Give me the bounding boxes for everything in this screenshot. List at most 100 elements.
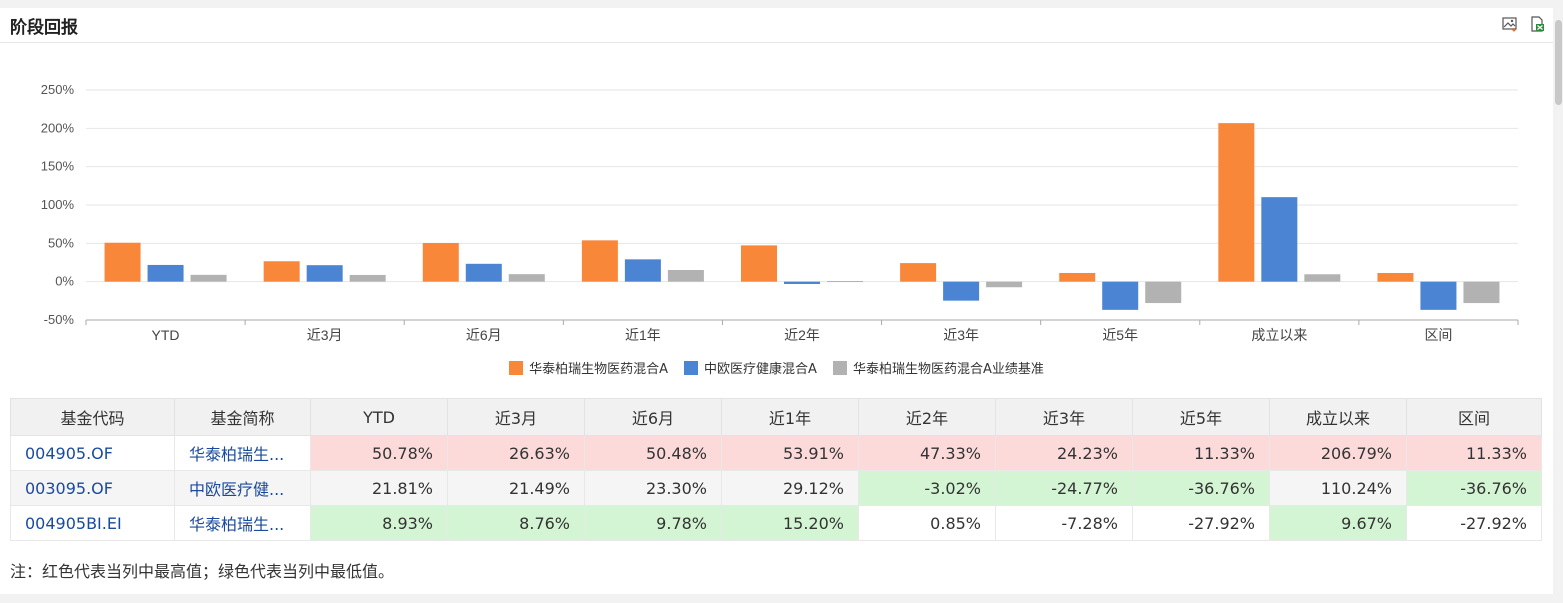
legend-label: 中欧医疗健康混合A (704, 362, 817, 377)
legend-swatch (684, 360, 699, 375)
return-cell: -27.92% (1132, 505, 1270, 541)
x-tick-label: 区间 (1424, 327, 1452, 343)
bar-series-2 (147, 264, 184, 282)
col-header-code[interactable]: 基金代码 (10, 398, 175, 436)
return-cell: -7.28% (995, 505, 1133, 541)
col-header-name[interactable]: 基金简称 (174, 398, 311, 436)
col-header-6m[interactable]: 近6月 (584, 398, 722, 436)
x-tick-label: 近3月 (307, 327, 343, 343)
bar-series-1 (1218, 123, 1255, 282)
x-tick-label: 近6月 (466, 327, 502, 343)
col-header-5y[interactable]: 近5年 (1132, 398, 1270, 436)
bar-series-1 (1059, 272, 1096, 282)
fund-code-link[interactable]: 004905.OF (10, 435, 175, 471)
return-cell: 8.93% (310, 505, 448, 541)
col-header-2y[interactable]: 近2年 (858, 398, 996, 436)
scrollbar[interactable] (1553, 0, 1563, 603)
return-cell: 23.30% (584, 470, 722, 506)
col-header-since-inception[interactable]: 成立以来 (1269, 398, 1407, 436)
bar-series-3 (1304, 274, 1341, 282)
return-cell: -24.77% (995, 470, 1133, 506)
col-header-ytd[interactable]: YTD (310, 398, 448, 436)
panel-header: 阶段回报 (0, 8, 1553, 43)
bar-series-1 (104, 242, 141, 282)
return-cell: 50.78% (310, 435, 448, 471)
fund-name-link[interactable]: 华泰柏瑞生... (174, 505, 311, 541)
legend-label: 华泰柏瑞生物医药混合A业绩基准 (852, 362, 1044, 377)
return-cell: 9.78% (584, 505, 722, 541)
y-tick-label: -50% (44, 312, 75, 327)
col-header-1y[interactable]: 近1年 (721, 398, 859, 436)
return-cell: -36.76% (1132, 470, 1270, 506)
return-cell: 21.49% (447, 470, 585, 506)
return-cell: 53.91% (721, 435, 859, 471)
stage-return-table: 基金代码 基金简称 YTD 近3月 近6月 近1年 近2年 近3年 近5年 成立… (10, 398, 1542, 541)
col-header-3y[interactable]: 近3年 (995, 398, 1133, 436)
legend-swatch (832, 360, 847, 375)
export-excel-icon[interactable] (1529, 16, 1545, 32)
return-cell: -27.92% (1406, 505, 1542, 541)
y-tick-label: 100% (41, 197, 75, 212)
fund-code-link[interactable]: 004905BI.EI (10, 505, 175, 541)
y-tick-label: 0% (55, 274, 74, 289)
legend-item-series-3[interactable]: 华泰柏瑞生物医药混合A业绩基准 (832, 358, 1044, 377)
x-tick-label: 近3年 (943, 327, 979, 343)
table-row: 004905BI.EI 华泰柏瑞生... 8.93% 8.76% 9.78% 15.20%… (10, 505, 1542, 541)
bar-series-2 (306, 265, 343, 282)
bar-series-3 (827, 281, 863, 283)
col-header-range[interactable]: 区间 (1406, 398, 1542, 436)
scrollbar-thumb[interactable] (1555, 20, 1562, 105)
return-cell: 21.81% (310, 470, 448, 506)
legend-item-series-1[interactable]: 华泰柏瑞生物医药混合A (509, 358, 668, 377)
return-cell: 15.20% (721, 505, 859, 541)
return-cell: 11.33% (1406, 435, 1542, 471)
fund-name-link[interactable]: 华泰柏瑞生... (174, 435, 311, 471)
bar-series-2 (943, 281, 980, 301)
bar-series-1 (741, 245, 777, 282)
stage-return-bar-chart: 250% 200% 150% 100% 50% 0% -50% YTD 近3月 近6月 近1年 近2年… (41, 82, 1519, 343)
return-cell: 110.24% (1269, 470, 1407, 506)
bar-series-3 (1463, 281, 1500, 304)
y-tick-label: 250% (41, 82, 75, 97)
return-cell: 47.33% (858, 435, 996, 471)
return-cell: -36.76% (1406, 470, 1542, 506)
return-cell: 11.33% (1132, 435, 1270, 471)
return-cell: -3.02% (858, 470, 996, 506)
y-tick-label: 200% (41, 120, 75, 135)
x-tick-label: 近1年 (625, 327, 661, 343)
return-cell: 29.12% (721, 470, 859, 506)
bar-series-3 (349, 274, 386, 282)
bar-series-1 (1377, 272, 1414, 282)
bar-series-2 (1261, 197, 1298, 282)
fund-code-link[interactable]: 003095.OF (10, 470, 175, 506)
bar-series-2 (624, 259, 661, 282)
table-row: 004905.OF 华泰柏瑞生... 50.78% 26.63% 50.48% 53.91… (10, 435, 1542, 471)
download-image-icon[interactable] (1502, 16, 1518, 32)
stage-return-panel: 阶段回报 250% 200% 150% 100% 50% 0% -50% YTD 近3月 近6月近… (0, 8, 1553, 594)
bar-series-1 (263, 261, 300, 282)
return-cell: 0.85% (858, 505, 996, 541)
table-header-row: 基金代码 基金简称 YTD 近3月 近6月 近1年 近2年 近3年 近5年 成立… (10, 398, 1542, 436)
table-note: 注：红色代表当列中最高值；绿色代表当列中最低值。 (10, 562, 395, 581)
chart-legend: 华泰柏瑞生物医药混合A 中欧医疗健康混合A 华泰柏瑞生物医药混合A业绩基准 (0, 358, 1553, 377)
return-cell: 206.79% (1269, 435, 1407, 471)
y-tick-label: 50% (48, 235, 74, 250)
return-cell: 9.67% (1269, 505, 1407, 541)
return-cell: 50.48% (584, 435, 722, 471)
bar-series-3 (667, 270, 704, 282)
bar-series-2 (1102, 281, 1139, 310)
legend-item-series-2[interactable]: 中欧医疗健康混合A (684, 358, 817, 377)
bar-series-2 (784, 281, 820, 284)
bar-series-1 (900, 263, 937, 282)
x-tick-label: 近5年 (1102, 327, 1138, 343)
col-header-3m[interactable]: 近3月 (447, 398, 585, 436)
legend-swatch (509, 360, 524, 375)
x-tick-label: YTD (152, 327, 180, 343)
x-tick-label: 近2年 (784, 327, 820, 343)
bar-series-2 (465, 263, 502, 282)
bar-series-2 (1420, 281, 1457, 310)
y-tick-label: 150% (41, 159, 75, 174)
bar-series-1 (422, 242, 459, 282)
return-cell: 24.23% (995, 435, 1133, 471)
fund-name-link[interactable]: 中欧医疗健... (174, 470, 311, 506)
